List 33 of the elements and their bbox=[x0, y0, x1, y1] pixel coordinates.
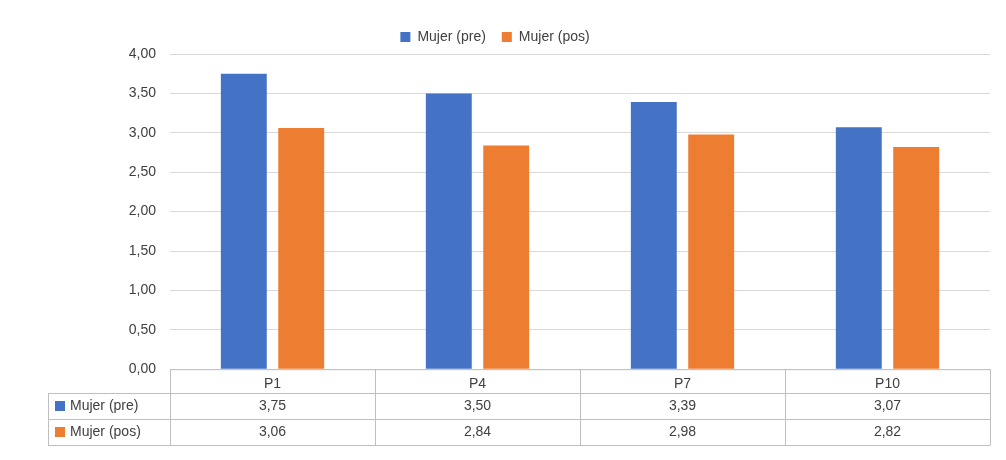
legend-label: Mujer (pos) bbox=[518, 27, 590, 44]
y-tick-label: 2,50 bbox=[128, 163, 157, 180]
bar bbox=[630, 102, 677, 369]
bar bbox=[278, 128, 325, 369]
x-tick-label: P10 bbox=[875, 375, 901, 392]
data-label: 3,06 bbox=[258, 423, 287, 440]
bar bbox=[893, 146, 940, 369]
data-label: 2,84 bbox=[463, 423, 492, 440]
x-tick-label: P1 bbox=[263, 375, 282, 392]
y-tick-label: 4,00 bbox=[128, 44, 157, 61]
data-label: 3,39 bbox=[668, 397, 697, 414]
bar bbox=[425, 93, 472, 369]
y-tick-label: 2,00 bbox=[128, 202, 157, 219]
data-label: 3,07 bbox=[873, 397, 902, 414]
y-tick-label: 3,50 bbox=[128, 84, 157, 101]
bar bbox=[483, 145, 530, 369]
data-label: 3,50 bbox=[463, 397, 492, 414]
x-tick-label: P4 bbox=[468, 375, 487, 392]
data-label: 3,75 bbox=[258, 397, 287, 414]
bar bbox=[835, 127, 882, 369]
text: Mujer (pos) bbox=[70, 423, 141, 440]
y-tick-label: 1,00 bbox=[128, 281, 157, 298]
bar bbox=[220, 73, 267, 369]
legend-label: Mujer (pre) bbox=[417, 27, 486, 44]
x-tick-label: P7 bbox=[673, 375, 692, 392]
data-label: 2,82 bbox=[873, 423, 902, 440]
y-tick-label: 0,00 bbox=[128, 360, 157, 377]
bar bbox=[688, 134, 735, 369]
y-tick-label: 3,00 bbox=[128, 123, 157, 140]
data-label: 2,98 bbox=[668, 423, 697, 440]
y-tick-label: 1,50 bbox=[128, 241, 157, 258]
text: Mujer (pre) bbox=[70, 397, 139, 414]
y-tick-label: 0,50 bbox=[128, 320, 157, 337]
